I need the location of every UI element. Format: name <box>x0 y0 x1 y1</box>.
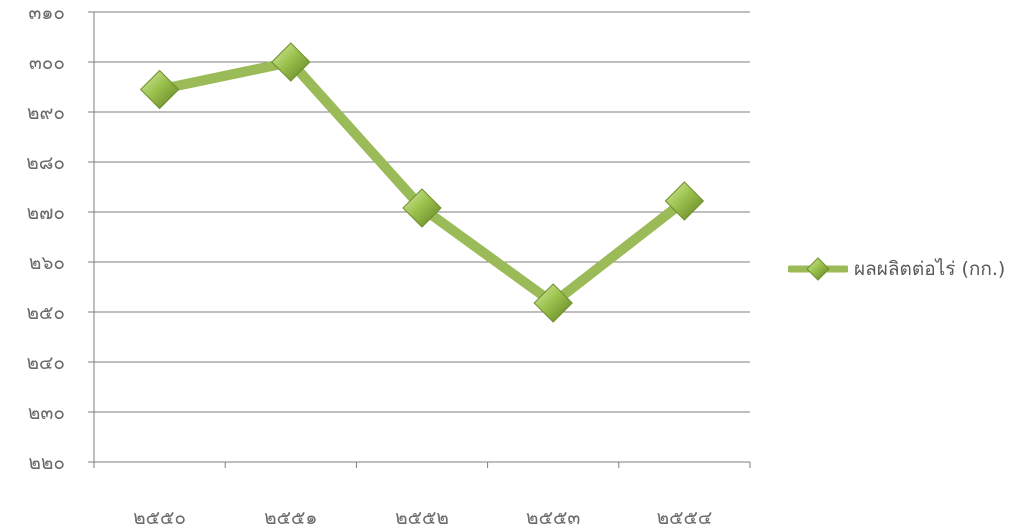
x-tick-label: ๒๕๕๒ <box>395 507 449 529</box>
y-tick-label: ๒๒๐ <box>28 452 65 474</box>
data-point-marker <box>402 188 442 228</box>
x-tick-label: ๒๕๕๑ <box>264 507 317 529</box>
data-point-marker <box>533 283 573 323</box>
y-tick-label: ๓๑๐ <box>28 2 65 24</box>
x-tick-label: ๒๕๕๓ <box>526 507 580 529</box>
y-tick-label: ๒๕๐ <box>26 302 65 324</box>
legend-label: ผลผลิตต่อไร่ (กก.) <box>854 258 1006 280</box>
legend-marker-icon <box>788 257 848 281</box>
y-tick-label: ๒๙๐ <box>27 102 65 124</box>
y-tick-label: ๒๓๐ <box>28 402 65 424</box>
axes <box>88 11 751 468</box>
x-tick-label: ๒๕๕๔ <box>657 507 713 529</box>
data-point-marker <box>139 69 180 110</box>
y-tick-label: ๒๔๐ <box>26 352 65 374</box>
y-tick-label: ๒๖๐ <box>29 252 65 274</box>
x-tick-label: ๒๕๕๐ <box>133 507 186 529</box>
legend: ผลผลิตต่อไร่ (กก.) <box>788 254 1005 284</box>
series-group <box>139 42 705 323</box>
y-tick-label: ๓๐๐ <box>29 52 65 74</box>
y-tick-label: ๒๘๐ <box>26 152 65 174</box>
series-line <box>154 57 690 308</box>
x-axis-tick-labels: ๒๕๕๐ ๒๕๕๑ ๒๕๕๒ ๒๕๕๓ ๒๕๕๔ <box>133 507 712 529</box>
y-axis-tick-labels: ๒๒๐ ๒๓๐ ๒๔๐ ๒๕๐ ๒๖๐ ๒๗๐ ๒๘๐ ๒๙๐ ๓๐๐ ๓๑๐ <box>26 2 65 474</box>
y-tick-label: ๒๗๐ <box>27 202 65 224</box>
data-point-marker <box>664 181 705 221</box>
data-point-marker <box>271 42 311 82</box>
